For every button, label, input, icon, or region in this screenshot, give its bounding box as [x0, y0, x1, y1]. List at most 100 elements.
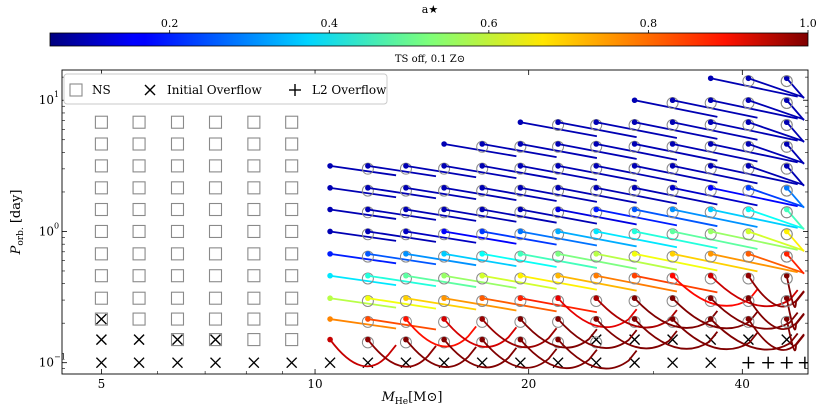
track-start-point	[517, 316, 524, 322]
ns-square	[94, 224, 108, 239]
track-line	[672, 208, 758, 228]
track-line	[520, 186, 598, 203]
track-start-point	[403, 228, 409, 235]
ns-square	[208, 202, 223, 217]
evolution-track	[403, 315, 477, 348]
track-start-point	[707, 185, 714, 191]
ns-square	[285, 137, 299, 151]
track-start-point	[517, 185, 524, 191]
ns-square	[247, 312, 261, 326]
track-line	[329, 339, 397, 368]
track-line	[405, 339, 477, 368]
track-line	[671, 318, 759, 351]
track-end-circle	[780, 119, 793, 132]
track-start-point	[783, 228, 790, 235]
ns-square	[208, 312, 223, 326]
track-line	[557, 274, 637, 292]
track-start-point	[593, 185, 600, 191]
evolution-track	[669, 228, 758, 250]
x-axis-label: MHe[M⊙]	[381, 390, 443, 407]
track-start-point	[783, 295, 790, 302]
track-line	[443, 143, 517, 158]
x-tick-label: 20	[521, 377, 536, 391]
ns-square	[247, 137, 261, 151]
track-start-point	[555, 251, 561, 257]
track-start-point	[745, 119, 752, 126]
track-start-point	[365, 316, 371, 322]
track-end-circle	[780, 184, 793, 197]
evolution-track	[403, 272, 477, 288]
ns-square	[94, 137, 108, 151]
track-line	[786, 99, 805, 121]
track-line	[672, 99, 758, 119]
track-line	[443, 230, 517, 245]
track-line	[634, 143, 718, 162]
track-start-point	[631, 97, 638, 104]
initial-overflow-marker	[286, 357, 298, 369]
track-line	[748, 121, 805, 143]
ns-square	[132, 291, 146, 305]
track-start-point	[669, 228, 676, 235]
track-line	[367, 297, 437, 310]
plot-area	[61, 69, 809, 375]
track-line	[443, 165, 517, 180]
track-start-point	[631, 228, 638, 235]
track-line	[634, 274, 718, 294]
track-start-point	[707, 97, 714, 104]
track-line	[710, 165, 798, 186]
track-line	[405, 274, 477, 288]
track-line	[520, 121, 598, 138]
track-line	[367, 252, 437, 266]
ns-square	[170, 202, 185, 217]
colorbar-gradient	[49, 32, 809, 47]
track-line	[748, 253, 805, 274]
track-start-point	[707, 295, 714, 302]
ns-square	[247, 291, 261, 305]
track-start-point	[403, 185, 409, 191]
evolution-track	[631, 272, 718, 294]
track-line	[710, 77, 798, 98]
track-line	[634, 252, 718, 272]
ns-square	[208, 137, 223, 151]
track-line	[786, 121, 805, 143]
ns-square	[208, 159, 223, 173]
track-line	[786, 165, 805, 187]
track-start-point	[441, 336, 447, 343]
track-start-point	[403, 336, 409, 343]
track-line	[557, 318, 638, 349]
evolution-track	[555, 250, 637, 270]
track-line	[482, 252, 557, 268]
track-line	[634, 99, 718, 118]
evolution-track	[479, 206, 557, 224]
track-line	[748, 230, 805, 252]
track-start-point	[593, 163, 600, 169]
track-start-point	[593, 251, 600, 257]
track-line	[786, 208, 805, 231]
evolution-track	[707, 294, 799, 330]
track-line	[748, 208, 805, 230]
track-start-point	[707, 206, 714, 213]
track-start-point	[555, 206, 561, 213]
track-start-point	[555, 316, 561, 322]
ns-square	[285, 181, 299, 195]
track-start-point	[593, 295, 600, 302]
colorbar-ticks: 0.2 0.4 0.6 0.8 1.0	[161, 17, 817, 33]
track-end-circle	[780, 140, 793, 153]
y-tick-label: 10	[39, 356, 54, 370]
track-start-point	[327, 163, 333, 169]
track-line	[557, 121, 637, 139]
track-start-point	[669, 251, 676, 257]
track-line	[405, 165, 477, 179]
l2-overflow-marker	[762, 356, 775, 369]
initial-overflow-marker	[248, 357, 260, 369]
x-tick-label: 10	[307, 377, 322, 391]
track-end-circle	[780, 250, 793, 263]
track-line	[786, 77, 805, 99]
ns-square	[285, 115, 299, 129]
track-end-circle	[780, 228, 793, 241]
track-start-point	[631, 251, 638, 257]
track-start-point	[669, 185, 676, 191]
track-line	[481, 318, 558, 349]
track-line	[520, 208, 598, 225]
